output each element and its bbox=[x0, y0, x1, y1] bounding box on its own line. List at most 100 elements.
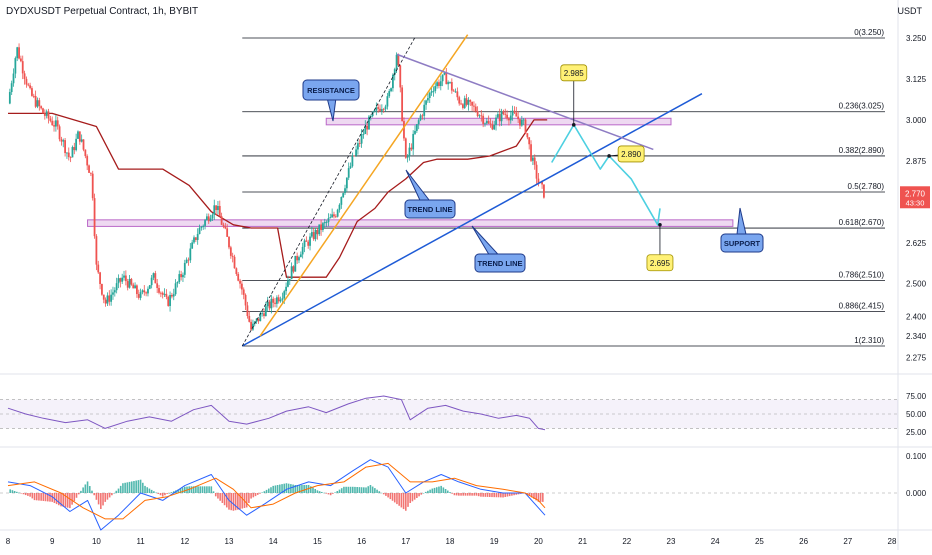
macd-histogram-bar bbox=[150, 489, 153, 493]
candle bbox=[380, 104, 383, 115]
macd-histogram-bar bbox=[84, 484, 87, 493]
macd-histogram-bar bbox=[42, 493, 45, 501]
candle bbox=[169, 291, 171, 312]
candle-body bbox=[517, 116, 520, 120]
candle bbox=[310, 226, 313, 238]
candle-body bbox=[198, 227, 201, 235]
candle-body bbox=[275, 297, 278, 304]
price-target-box bbox=[646, 254, 674, 272]
candle bbox=[299, 251, 302, 258]
candle bbox=[452, 88, 455, 92]
macd-histogram-bar bbox=[318, 491, 321, 493]
candle-body bbox=[261, 313, 264, 315]
macd-histogram-bar bbox=[144, 485, 146, 493]
candle-body bbox=[485, 121, 488, 124]
macd-histogram-bar bbox=[279, 484, 281, 493]
candle-body bbox=[447, 82, 450, 85]
candle-body bbox=[165, 293, 168, 297]
candle-body bbox=[537, 178, 540, 184]
macd-histogram-bar bbox=[219, 493, 221, 501]
candle bbox=[392, 73, 394, 92]
price-tick-label: 2.340 bbox=[906, 332, 927, 341]
candle bbox=[172, 288, 175, 301]
macd-histogram-bar bbox=[142, 482, 144, 493]
candle-body bbox=[58, 126, 61, 140]
macd-histogram-bar bbox=[409, 493, 412, 503]
candle bbox=[242, 287, 245, 300]
candle bbox=[461, 103, 464, 110]
candle bbox=[327, 213, 330, 227]
candle bbox=[56, 116, 59, 130]
candle bbox=[430, 87, 433, 96]
candle-body bbox=[436, 82, 439, 87]
candle bbox=[509, 110, 512, 124]
candle bbox=[290, 262, 293, 280]
candle-body bbox=[134, 285, 136, 289]
candle bbox=[19, 55, 22, 63]
candle-body bbox=[393, 69, 396, 75]
candle-body bbox=[465, 98, 468, 105]
candle-body bbox=[176, 282, 179, 284]
candle bbox=[40, 105, 43, 110]
candle bbox=[165, 289, 168, 300]
candle-body bbox=[484, 123, 486, 125]
macd-histogram-bar bbox=[119, 485, 122, 493]
price-tick-label: 3.125 bbox=[906, 75, 927, 84]
time-tick-label: 28 bbox=[888, 537, 897, 546]
candle bbox=[51, 116, 54, 126]
candle-body bbox=[489, 123, 492, 125]
candle bbox=[469, 99, 472, 107]
candle-body bbox=[305, 240, 308, 242]
candle-body bbox=[119, 278, 122, 282]
macd-histogram-bar bbox=[515, 493, 518, 495]
macd-histogram-bar bbox=[495, 493, 498, 498]
candle-body bbox=[474, 106, 477, 112]
candle bbox=[277, 294, 280, 304]
callout-resistance: RESISTANCE bbox=[302, 79, 360, 122]
candle bbox=[511, 105, 514, 121]
callout-box bbox=[302, 79, 360, 101]
macd-histogram-bar bbox=[170, 492, 173, 493]
macd-histogram-bar bbox=[177, 489, 179, 493]
candle-body bbox=[428, 92, 431, 99]
candle-body bbox=[99, 272, 101, 284]
macd-histogram-bar bbox=[462, 493, 465, 496]
candle bbox=[252, 319, 254, 331]
candle-body bbox=[292, 266, 295, 272]
macd-histogram-bar bbox=[405, 493, 407, 511]
macd-histogram-bar bbox=[502, 493, 504, 498]
candle bbox=[281, 292, 284, 304]
candle-body bbox=[338, 204, 341, 210]
candle-body bbox=[257, 318, 260, 322]
macd-histogram-bar bbox=[444, 489, 447, 493]
candle bbox=[167, 295, 170, 307]
candle-body bbox=[209, 218, 212, 222]
macd-histogram-bar bbox=[533, 493, 535, 499]
candle-body bbox=[91, 173, 94, 199]
candle-body bbox=[314, 229, 317, 240]
candle bbox=[123, 270, 125, 281]
macd-histogram-bar bbox=[157, 493, 160, 494]
candle-body bbox=[336, 209, 339, 217]
candle-body bbox=[78, 131, 81, 142]
candle-body bbox=[124, 275, 127, 282]
candle bbox=[478, 114, 481, 118]
candle bbox=[10, 80, 13, 96]
candle-body bbox=[200, 226, 203, 228]
candle bbox=[340, 196, 343, 209]
candle bbox=[16, 46, 19, 62]
macd-histogram-bar bbox=[139, 479, 142, 493]
candle bbox=[465, 93, 468, 107]
candle-body bbox=[204, 220, 206, 226]
candle-body bbox=[522, 119, 525, 121]
callout-box bbox=[720, 233, 764, 253]
candle bbox=[543, 184, 545, 199]
candle bbox=[189, 243, 192, 263]
candle bbox=[353, 155, 356, 157]
candle bbox=[88, 164, 90, 173]
candle bbox=[285, 282, 287, 295]
candle bbox=[58, 124, 61, 142]
macd-histogram-bar bbox=[433, 487, 436, 493]
